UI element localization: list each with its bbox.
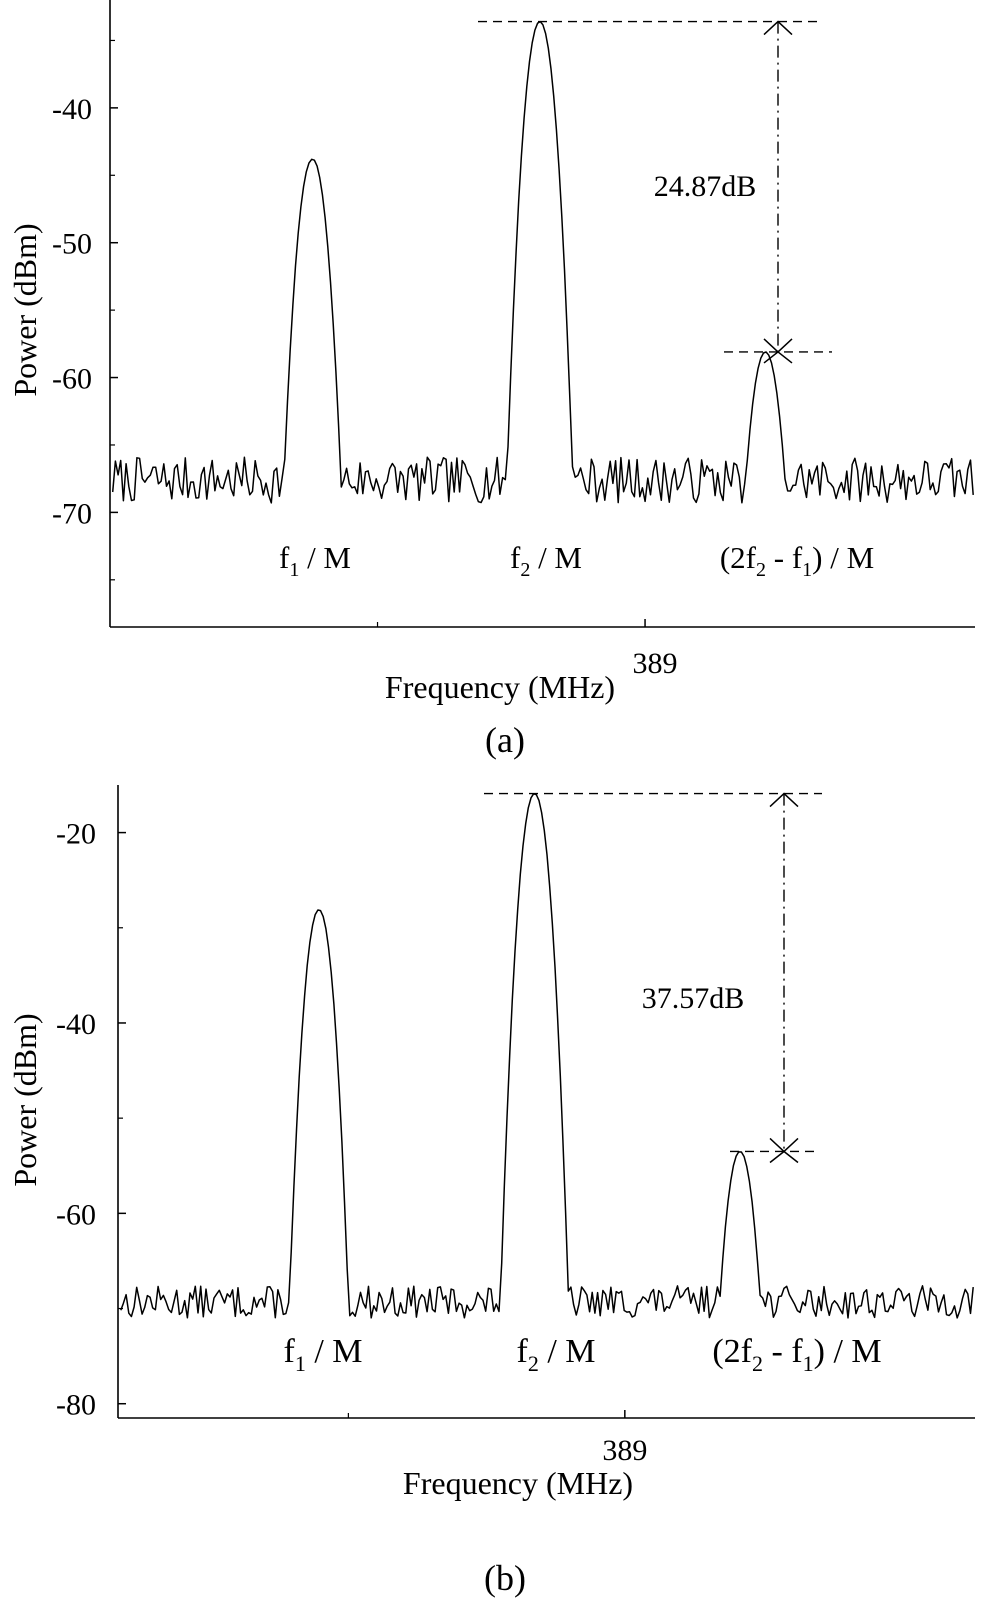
y-tick-label: -50 <box>52 228 92 261</box>
peak-label-imd: (2f2 - f1) / M <box>720 540 874 581</box>
spectrum-trace <box>120 793 974 1319</box>
difference-annotation <box>484 792 822 1164</box>
y-tick-label: -40 <box>56 1008 96 1041</box>
peak-label-imd: (2f2 - f1) / M <box>712 1333 881 1376</box>
axis-ticks <box>118 831 626 1418</box>
peak-label-f2: f2 / M <box>516 1333 595 1376</box>
spectrum-trace <box>111 20 974 504</box>
y-tick-label: -20 <box>56 818 96 851</box>
panel-b: -20 -40 -60 -80 389 37.57dB f1 / M f2 / M (2… <box>7 785 975 1598</box>
y-tick-label: -70 <box>52 497 92 530</box>
y-tick-label: -40 <box>52 93 92 126</box>
y-axis-label: Power (dBm) <box>7 1013 43 1186</box>
arrowhead-top <box>769 792 799 808</box>
panel-caption: (a) <box>485 720 525 760</box>
y-tick-label: -60 <box>56 1198 96 1231</box>
annotation-value: 24.87dB <box>654 170 757 203</box>
x-tick-label: 389 <box>602 1434 647 1467</box>
x-tick-label: 389 <box>633 647 678 680</box>
tick-labels: -20 -40 -60 -80 389 <box>56 818 647 1467</box>
peak-label-f2: f2 / M <box>510 540 582 581</box>
panel-caption: (b) <box>484 1558 526 1598</box>
arrowhead-bottom-x <box>769 1150 799 1164</box>
x-axis-label: Frequency (MHz) <box>385 669 615 705</box>
arrowhead-top <box>763 20 793 36</box>
peak-label-f1: f1 / M <box>279 540 351 581</box>
y-tick-label: -60 <box>52 363 92 396</box>
annotation-value: 37.57dB <box>642 982 745 1015</box>
axis-ticks <box>110 39 646 627</box>
panel-a: -40 -50 -60 -70 389 24.87dB f1 / M f2 / M (2… <box>7 0 975 760</box>
peak-label-f1: f1 / M <box>283 1333 362 1376</box>
difference-annotation <box>478 20 832 364</box>
y-axis-label: Power (dBm) <box>7 223 43 396</box>
tick-labels: -40 -50 -60 -70 389 <box>52 93 678 680</box>
arrowhead-bottom-x <box>763 350 793 364</box>
x-axis-label: Frequency (MHz) <box>403 1465 633 1501</box>
y-tick-label: -80 <box>56 1389 96 1422</box>
